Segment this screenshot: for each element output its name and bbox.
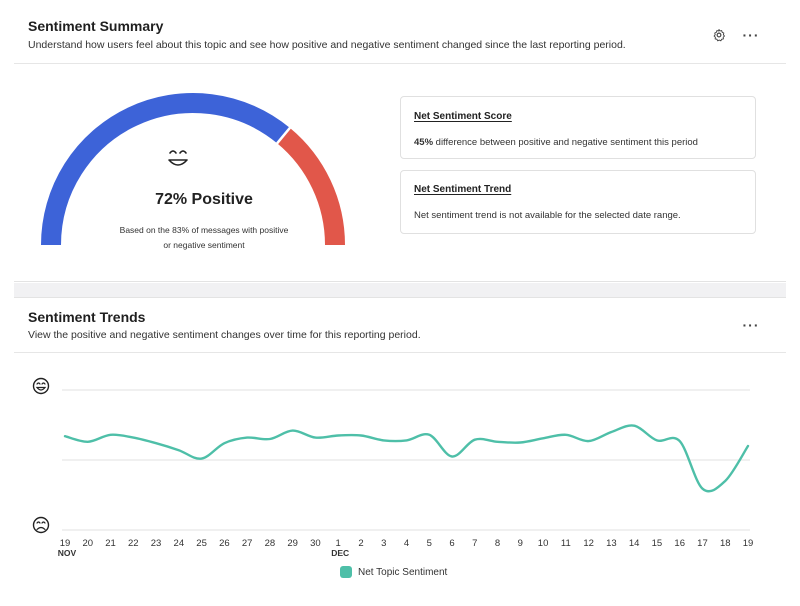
chart-legend: Net Topic Sentiment [340, 566, 447, 578]
x-tick-label: 22 [128, 538, 139, 549]
x-tick-label: 15 [652, 538, 663, 549]
gauge-negative-arc [276, 127, 345, 246]
sad-face-icon [32, 516, 50, 534]
x-tick-label: 11 [561, 538, 571, 549]
x-tick-label: 12 [583, 538, 594, 549]
x-tick-label: 21 [105, 538, 116, 549]
x-tick-label: 2 [358, 538, 363, 549]
trends-title: Sentiment Trends [28, 309, 146, 325]
net-sentiment-score-box: Net Sentiment Score 45% difference betwe… [400, 96, 756, 159]
summary-divider [14, 63, 786, 64]
x-tick-label: 24 [174, 538, 185, 549]
gauge-positive-arc [41, 93, 290, 246]
x-tick-label: 23 [151, 538, 162, 549]
gear-icon [713, 28, 725, 42]
x-tick-label: 3 [381, 538, 386, 549]
x-tick-label: 25 [196, 538, 207, 549]
net-sentiment-trend-link[interactable]: Net Sentiment Trend [414, 184, 512, 195]
net-sentiment-score-link[interactable]: Net Sentiment Score [414, 111, 512, 122]
x-tick-label: 4 [404, 538, 409, 549]
series-line-net-topic-sentiment [63, 424, 750, 493]
x-tick-label: 13 [606, 538, 617, 549]
x-tick-label: 29 [287, 538, 298, 549]
x-tick-label: 7 [472, 538, 477, 549]
x-tick-label: 16 [674, 538, 685, 549]
x-tick-label: 26 [219, 538, 230, 549]
x-tick-label: 19 [743, 538, 754, 549]
settings-button[interactable] [708, 24, 730, 46]
section-gap [14, 283, 786, 297]
x-tick-label: 1 [336, 538, 341, 549]
x-tick-label: 10 [538, 538, 549, 549]
x-axis-tick-labels: 19 20 21 22 23 24 25 26 27 28 29 30 1 2 3 4 5 6 7 8 9 10 11 12 1… [58, 538, 754, 558]
gauge-basis-text: Based on the 83% of messages with positi… [84, 223, 324, 253]
sentiment-summary-card: Sentiment Summary Understand how users f… [14, 0, 786, 282]
x-tick-label: 20 [82, 538, 93, 549]
sentiment-trends-card: Sentiment Trends View the positive and n… [14, 297, 786, 606]
summary-subtitle: Understand how users feel about this top… [28, 39, 626, 51]
x-tick-label: 19 [60, 538, 71, 549]
x-tick-label: 5 [427, 538, 432, 549]
trends-divider [14, 352, 786, 353]
gauge-percent-label: 72% Positive [155, 191, 253, 208]
x-tick-label: 6 [449, 538, 454, 549]
net-sentiment-trend-box: Net Sentiment Trend Net sentiment trend … [400, 170, 756, 234]
x-month-label: DEC [331, 548, 349, 558]
x-tick-label: 30 [310, 538, 321, 549]
x-month-label: NOV [58, 548, 77, 558]
net-sentiment-trend-text: Net sentiment trend is not available for… [414, 210, 681, 221]
smiling-face-icon [168, 150, 188, 166]
x-tick-label: 8 [495, 538, 500, 549]
x-tick-label: 17 [697, 538, 708, 549]
basis-line-2: or negative sentiment [163, 240, 245, 250]
happy-face-icon [32, 377, 50, 395]
net-sentiment-score-description: difference between positive and negative… [433, 137, 698, 148]
net-sentiment-score-value: 45% [414, 137, 434, 148]
legend-label: Net Topic Sentiment [358, 566, 448, 578]
trends-more-button[interactable]: ··· [742, 317, 760, 333]
gauge-separator [275, 126, 292, 145]
summary-title: Sentiment Summary [28, 18, 164, 34]
x-tick-label: 18 [720, 538, 731, 549]
basis-line-1: Based on the 83% of messages with positi… [119, 225, 289, 235]
sentiment-gauge [41, 93, 345, 246]
net-sentiment-score-text: 45% difference between positive and nega… [414, 137, 698, 148]
trends-subtitle: View the positive and negative sentiment… [28, 329, 421, 341]
x-tick-label: 9 [518, 538, 523, 549]
legend-swatch [340, 566, 352, 578]
chart-grid [62, 389, 750, 531]
summary-more-button[interactable]: ··· [742, 27, 760, 43]
x-tick-label: 14 [629, 538, 640, 549]
x-tick-label: 28 [265, 538, 276, 549]
x-tick-label: 27 [242, 538, 253, 549]
